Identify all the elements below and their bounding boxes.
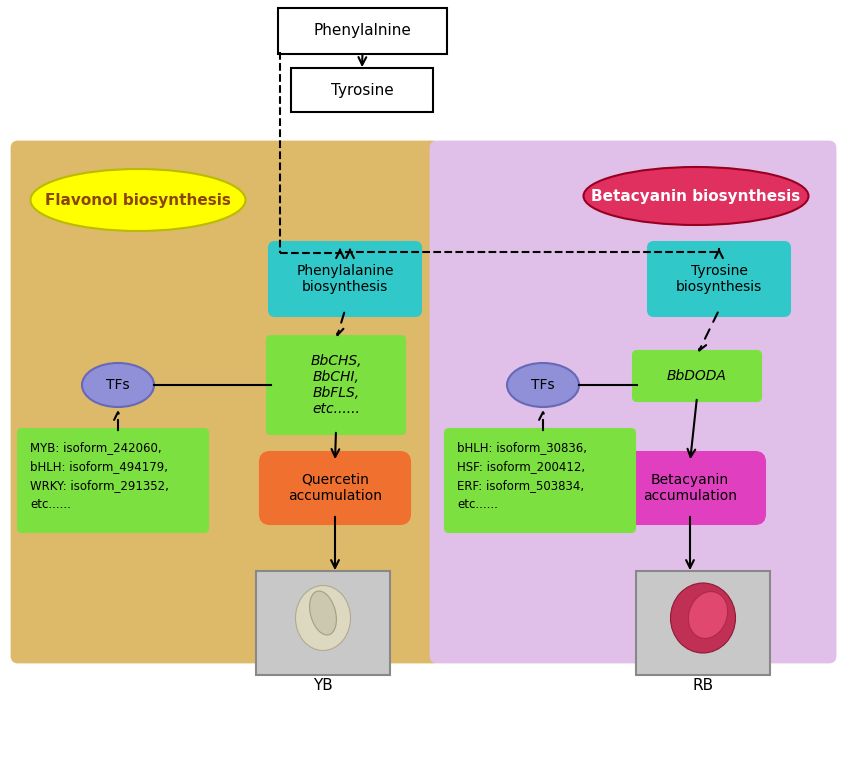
Ellipse shape xyxy=(31,169,245,231)
FancyBboxPatch shape xyxy=(18,429,208,532)
FancyBboxPatch shape xyxy=(636,571,770,675)
Ellipse shape xyxy=(295,585,351,650)
FancyBboxPatch shape xyxy=(278,8,447,54)
Text: TFs: TFs xyxy=(106,378,130,392)
FancyBboxPatch shape xyxy=(615,452,765,524)
Ellipse shape xyxy=(310,591,336,635)
Text: TFs: TFs xyxy=(531,378,554,392)
Ellipse shape xyxy=(583,167,808,225)
FancyBboxPatch shape xyxy=(260,452,410,524)
FancyBboxPatch shape xyxy=(267,336,405,434)
Text: YB: YB xyxy=(313,677,333,693)
Ellipse shape xyxy=(671,583,735,653)
Text: Flavonol biosynthesis: Flavonol biosynthesis xyxy=(45,193,231,208)
Text: Phenylalnine: Phenylalnine xyxy=(313,24,412,38)
Text: Phenylalanine
biosynthesis: Phenylalanine biosynthesis xyxy=(296,264,394,294)
FancyBboxPatch shape xyxy=(256,571,390,675)
Text: Quercetin
accumulation: Quercetin accumulation xyxy=(288,473,382,503)
FancyBboxPatch shape xyxy=(269,242,421,316)
Ellipse shape xyxy=(689,591,728,638)
Text: RB: RB xyxy=(693,677,713,693)
Text: Betacyanin biosynthesis: Betacyanin biosynthesis xyxy=(592,189,801,203)
Text: BbDODA: BbDODA xyxy=(667,369,727,383)
Text: bHLH: isoform_30836,
HSF: isoform_200412,
ERF: isoform_503834,
etc......: bHLH: isoform_30836, HSF: isoform_200412… xyxy=(457,441,587,511)
Text: MYB: isoform_242060,
bHLH: isoform_494179,
WRKY: isoform_291352,
etc......: MYB: isoform_242060, bHLH: isoform_49417… xyxy=(30,441,169,511)
Text: Betacyanin
accumulation: Betacyanin accumulation xyxy=(643,473,737,503)
Text: Tyrosine
biosynthesis: Tyrosine biosynthesis xyxy=(676,264,762,294)
FancyBboxPatch shape xyxy=(445,429,635,532)
FancyBboxPatch shape xyxy=(291,68,433,112)
Ellipse shape xyxy=(82,363,154,407)
FancyBboxPatch shape xyxy=(648,242,790,316)
FancyBboxPatch shape xyxy=(12,142,439,662)
Text: BbCHS,
BbCHI,
BbFLS,
etc......: BbCHS, BbCHI, BbFLS, etc...... xyxy=(310,354,362,416)
FancyBboxPatch shape xyxy=(633,351,761,401)
FancyBboxPatch shape xyxy=(431,142,835,662)
Ellipse shape xyxy=(507,363,579,407)
Text: Tyrosine: Tyrosine xyxy=(330,83,393,97)
